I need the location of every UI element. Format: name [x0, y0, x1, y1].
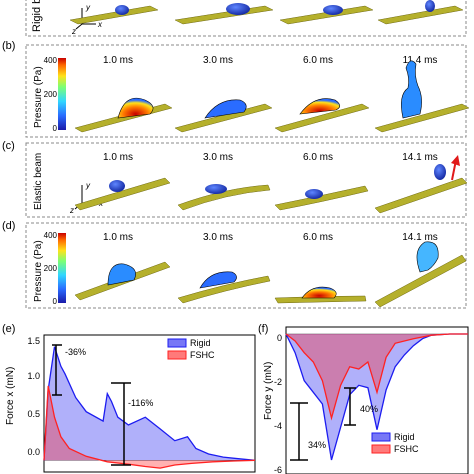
panel-d-time-4: 14.1 ms: [402, 232, 438, 243]
panel-d-droplets: [107, 241, 439, 299]
colorbar-b-label: Pressure (Pa): [33, 66, 44, 128]
chart-f-plot-area: [285, 326, 469, 474]
axis-z-glyph: z: [71, 27, 76, 36]
colorbar-b-tick-200: 200: [44, 90, 58, 99]
annotation-34: 34%: [308, 440, 326, 450]
panel-a-beams: [69, 5, 464, 25]
panel-c-letter: (c): [2, 140, 15, 152]
series-line-rigid: [43, 346, 256, 461]
legend-fshc-label: FSHC: [394, 444, 419, 454]
panel-b-droplets: [117, 60, 422, 119]
panel-d-time-3: 6.0 ms: [303, 232, 333, 243]
colorbar-d-tick-0: 0: [53, 297, 58, 306]
panel-a-side-label: Rigid b: [31, 0, 43, 32]
panel-b-beams: [74, 103, 470, 133]
series-area-rigid: [286, 334, 468, 460]
annotation-minus-116: -116%: [128, 398, 153, 408]
chart-f-ytick: -2: [274, 377, 282, 387]
series-area-fshc: [44, 385, 255, 469]
panel-d-time-2: 3.0 ms: [203, 232, 233, 243]
chart-e-ytick: 0.5: [27, 409, 40, 419]
legend-fshc-label: FSHC: [190, 350, 215, 360]
chart-e-panel-letter: (e): [2, 323, 15, 335]
panel-c-motion-arrow: [451, 155, 460, 181]
panel-d-beams: [74, 254, 467, 308]
series-line-fshc: [43, 385, 256, 469]
panel-b-time-4: 11.4 ms: [403, 55, 438, 66]
axis-z-glyph: z: [69, 206, 74, 215]
panel-c-beams: [74, 177, 468, 214]
chart-f-ytick: 0: [277, 333, 282, 343]
axis-y-glyph: y: [85, 181, 91, 190]
panel-b: (b) Pressure (Pa) 400 200 0 1.0 ms 3.0 m…: [2, 40, 470, 138]
series-line-fshc: [285, 333, 468, 421]
panel-c-time-2: 3.0 ms: [203, 152, 233, 163]
annotation-minus-36: -36%: [65, 347, 86, 357]
chart-f-panel-letter: (f): [258, 323, 268, 335]
colorbar-d-tick-200: 200: [44, 264, 58, 273]
chart-f: (f) Force y (mN) 0 -2 -4 -6 34% 40% Rigi…: [258, 323, 469, 474]
colorbar-b-tick-400: 400: [44, 56, 58, 65]
panel-c-time-4: 14.1 ms: [402, 152, 438, 163]
legend-rigid-label: Rigid: [394, 432, 415, 442]
chart-f-yticks: 0 -2 -4 -6: [274, 333, 282, 474]
panel-b-colorbar: Pressure (Pa) 400 200 0: [33, 56, 66, 133]
panel-d-colorbar: Pressure (Pa) 400 200 0: [33, 231, 66, 306]
colorbar-d-tick-400: 400: [44, 231, 58, 240]
chart-f-annotations: 34% 40%: [290, 387, 378, 461]
colorbar-b-tick-0: 0: [53, 124, 58, 133]
series-area-rigid: [44, 346, 255, 461]
plot-frame: [285, 326, 469, 474]
panel-c-time-1: 1.0 ms: [103, 152, 133, 163]
chart-f-ylabel: Force y (mN): [263, 362, 274, 420]
series-line-rigid: [285, 333, 468, 461]
panel-c: (c) Elastic beam 1.0 ms 3.0 ms 6.0 ms 14…: [2, 140, 468, 218]
axis-x-glyph: x: [97, 20, 103, 29]
legend-rigid-label: Rigid: [190, 338, 211, 348]
series-area-fshc: [286, 334, 468, 418]
chart-e-ytick: 0.0: [27, 447, 40, 457]
panel-c-time-3: 6.0 ms: [303, 152, 333, 163]
chart-e: (e) Force x (mN) 1.5 1.0 0.5 0.0 -36% -1…: [2, 323, 256, 473]
panel-a-droplets: [115, 0, 435, 15]
panel-d-time-1: 1.0 ms: [103, 232, 133, 243]
chart-e-ylabel: Force x (mN): [5, 367, 16, 425]
chart-e-plot-area: [43, 334, 256, 473]
panel-c-droplets: [109, 164, 446, 199]
axis-y-glyph: y: [85, 3, 91, 12]
chart-e-annotations: -36% -116%: [52, 344, 153, 466]
panel-b-time-1: 1.0 ms: [103, 55, 133, 66]
panel-b-time-3: 6.0 ms: [303, 55, 333, 66]
plot-frame: [43, 334, 256, 473]
chart-f-ytick: -6: [274, 465, 282, 474]
chart-e-legend: Rigid FSHC: [167, 338, 215, 360]
chart-f-legend: Rigid FSHC: [371, 432, 419, 454]
panel-b-time-2: 3.0 ms: [203, 55, 233, 66]
chart-e-ytick: 1.0: [27, 371, 40, 381]
panel-d: (d) Pressure (Pa) 400 200 0 1.0 ms 3.0 m…: [2, 220, 467, 309]
chart-f-ytick: -4: [274, 421, 282, 431]
panel-b-letter: (b): [2, 40, 15, 52]
chart-e-ytick: 1.5: [27, 336, 40, 346]
colorbar-d-label: Pressure (Pa): [33, 240, 44, 302]
annotation-40: 40%: [360, 404, 378, 414]
panel-d-letter: (d): [2, 220, 15, 232]
panel-c-side-label: Elastic beam: [33, 153, 44, 210]
chart-e-yticks: 1.5 1.0 0.5 0.0: [27, 336, 40, 457]
panel-a: Rigid b y x z: [25, 0, 467, 37]
